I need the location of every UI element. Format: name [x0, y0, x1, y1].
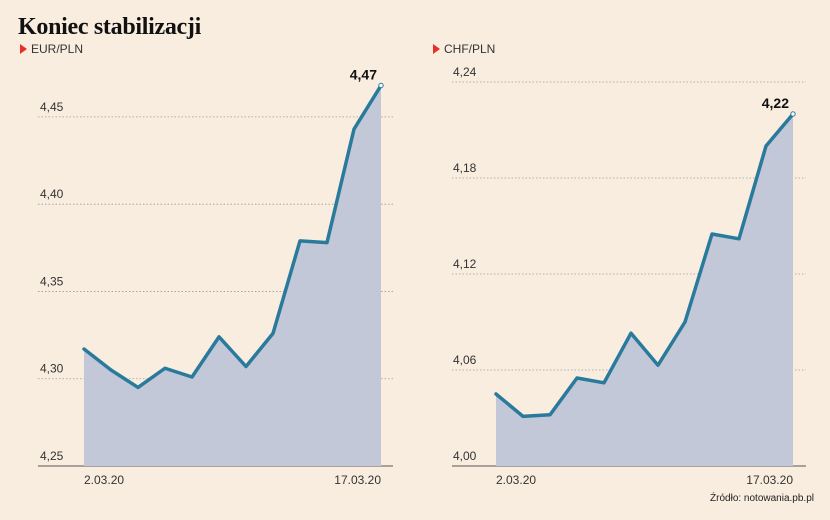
y-tick-label-chf: 4,06: [453, 353, 477, 367]
x-tick-label-end-chf: 17.03.20: [746, 473, 793, 487]
series-label-eur: EUR/PLN: [20, 42, 83, 56]
series-name-eur: EUR/PLN: [31, 42, 84, 56]
y-tick-label-eur: 4,30: [40, 362, 64, 376]
series-label-chf: CHF/PLN: [433, 42, 495, 56]
y-tick-label-chf: 4,00: [453, 449, 477, 463]
y-tick-label-eur: 4,40: [40, 187, 64, 201]
red-triangle-icon: [20, 44, 27, 54]
data-point-chf: [790, 111, 796, 117]
end-value-label-chf: 4,22: [762, 95, 789, 111]
chart-title: Koniec stabilizacji: [18, 14, 201, 40]
x-tick-label-start-eur: 2.03.20: [84, 473, 124, 487]
series-line-eur: [82, 83, 383, 390]
series-name-chf: CHF/PLN: [444, 42, 496, 56]
y-tick-label-eur: 4,45: [40, 100, 64, 114]
y-tick-label-eur: 4,25: [40, 449, 64, 463]
end-value-label-eur: 4,47: [350, 66, 377, 82]
y-tick-label-chf: 4,12: [453, 257, 477, 271]
source-note: Źródło: notowania.pb.pl: [710, 493, 814, 504]
y-tick-label-eur: 4,35: [40, 274, 64, 288]
x-tick-label-end-eur: 17.03.20: [334, 473, 381, 487]
red-triangle-icon: [433, 44, 440, 54]
data-point-eur: [378, 82, 384, 89]
y-tick-label-chf: 4,24: [453, 65, 477, 79]
y-tick-label-chf: 4,18: [453, 161, 477, 175]
area-fill-eur: [84, 85, 381, 466]
x-tick-label-start-chf: 2.03.20: [496, 473, 536, 487]
area-fill-chf: [496, 114, 793, 466]
series-line-chf: [494, 112, 795, 419]
